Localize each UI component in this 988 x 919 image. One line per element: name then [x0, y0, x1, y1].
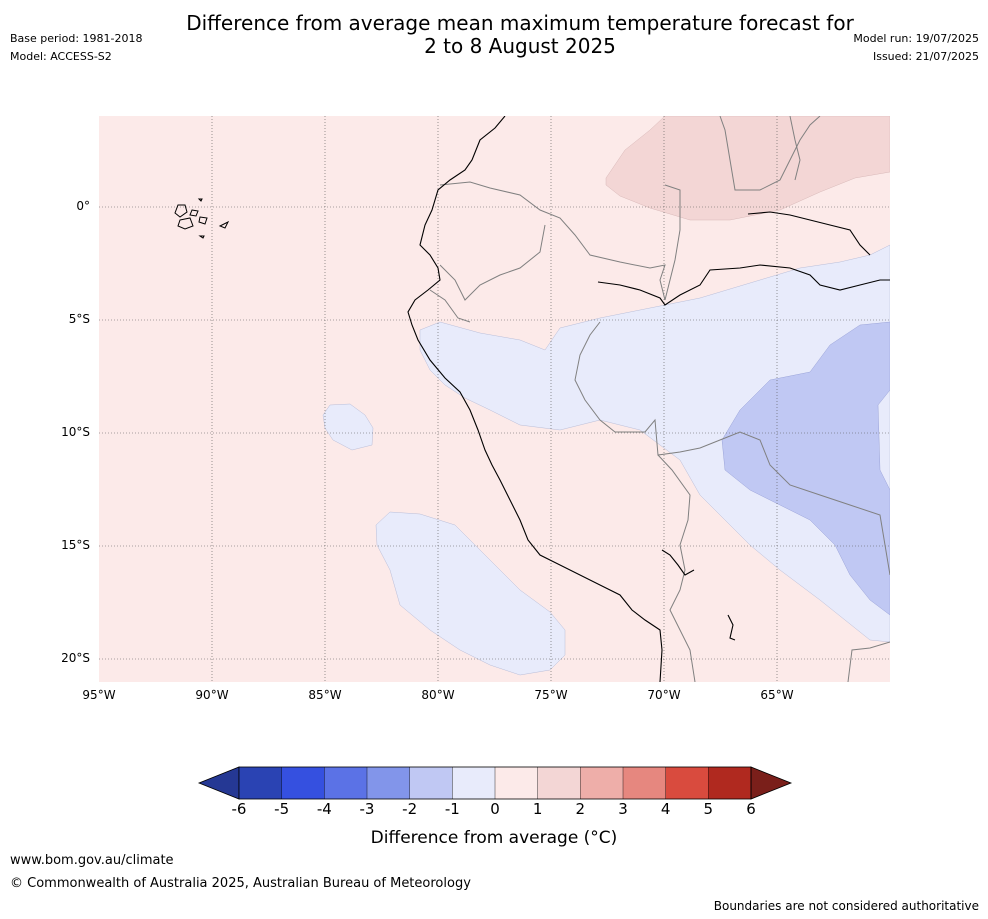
- lat-label-10s: 10°S: [61, 425, 90, 439]
- lon-label-80w: 80°W: [421, 688, 455, 702]
- chart-title: Difference from average mean maximum tem…: [0, 12, 988, 58]
- colorbar-tick-label: -2: [402, 800, 418, 818]
- colorbar-tick-label: -1: [444, 800, 460, 818]
- colorbar-tick-label: -4: [316, 800, 332, 818]
- colorbar-segment: [281, 767, 325, 799]
- meta-left: Base period: 1981-2018 Model: ACCESS-S2: [10, 30, 142, 66]
- colorbar-tick-label: 3: [618, 800, 628, 818]
- footer-disclaimer: Boundaries are not considered authoritat…: [713, 899, 979, 913]
- issued-date: Issued: 21/07/2025: [872, 50, 979, 63]
- colorbar-segment: [537, 767, 581, 799]
- lon-label-70w: 70°W: [647, 688, 681, 702]
- colorbar-segment: [580, 767, 624, 799]
- colorbar-tick-label: 1: [532, 800, 543, 818]
- lat-label-15s: 15°S: [61, 538, 90, 552]
- model-name: Model: ACCESS-S2: [10, 50, 112, 63]
- model-run: Model run: 19/07/2025: [853, 32, 979, 45]
- colorbar-tick-label: 0: [490, 800, 500, 818]
- colorbar-extend-low: [197, 766, 240, 800]
- lon-label-85w: 85°W: [308, 688, 342, 702]
- anomaly-region-cool-ocean-1: [322, 403, 374, 451]
- lon-label-90w: 90°W: [195, 688, 229, 702]
- colorbar-segment: [665, 767, 709, 799]
- colorbar-tick-label: -3: [359, 800, 375, 818]
- colorbar-tick-label: 2: [575, 800, 586, 818]
- colorbar-tick-label: 4: [660, 800, 671, 818]
- footer-copyright: © Commonwealth of Australia 2025, Austra…: [10, 876, 471, 891]
- base-period: Base period: 1981-2018: [10, 32, 143, 45]
- colorbar: [197, 766, 793, 800]
- colorbar-label: Difference from average (°C): [370, 828, 618, 848]
- title-line-1: Difference from average mean maximum tem…: [186, 11, 854, 35]
- colorbar-segment: [708, 767, 752, 799]
- anomaly-region-cold: [721, 321, 890, 616]
- colorbar-segment: [452, 767, 496, 799]
- colorbar-segment: [239, 767, 283, 799]
- anomaly-region-cool-ocean-2: [375, 511, 566, 676]
- lon-label-65w: 65°W: [760, 688, 794, 702]
- lat-label-0: 0°: [76, 199, 90, 213]
- galapagos-islands: [174, 198, 230, 239]
- footer-url: www.bom.gov.au/climate: [10, 853, 174, 868]
- anomaly-region-warm: [605, 116, 890, 221]
- colorbar-tick-label: -6: [231, 800, 247, 818]
- colorbar-segment: [495, 767, 539, 799]
- colorbar-segment: [324, 767, 368, 799]
- country-borders: [429, 116, 890, 682]
- colorbar-segment: [623, 767, 667, 799]
- gridlines: [99, 116, 890, 682]
- title-line-2: 2 to 8 August 2025: [424, 34, 616, 58]
- colorbar-tick-label: 6: [746, 800, 756, 818]
- colorbar-tick-label: -5: [274, 800, 290, 818]
- lat-label-20s: 20°S: [61, 651, 90, 665]
- colorbar-tick-label: 5: [703, 800, 714, 818]
- coastline: [407, 116, 890, 682]
- lon-label-75w: 75°W: [534, 688, 568, 702]
- lat-label-5s: 5°S: [68, 312, 90, 326]
- colorbar-segment: [409, 767, 453, 799]
- colorbar-segment: [367, 767, 411, 799]
- anomaly-region-cool-land: [419, 244, 890, 643]
- colorbar-extend-high: [750, 766, 793, 800]
- meta-right: Model run: 19/07/2025 Issued: 21/07/2025: [853, 30, 979, 66]
- lon-label-95w: 95°W: [82, 688, 116, 702]
